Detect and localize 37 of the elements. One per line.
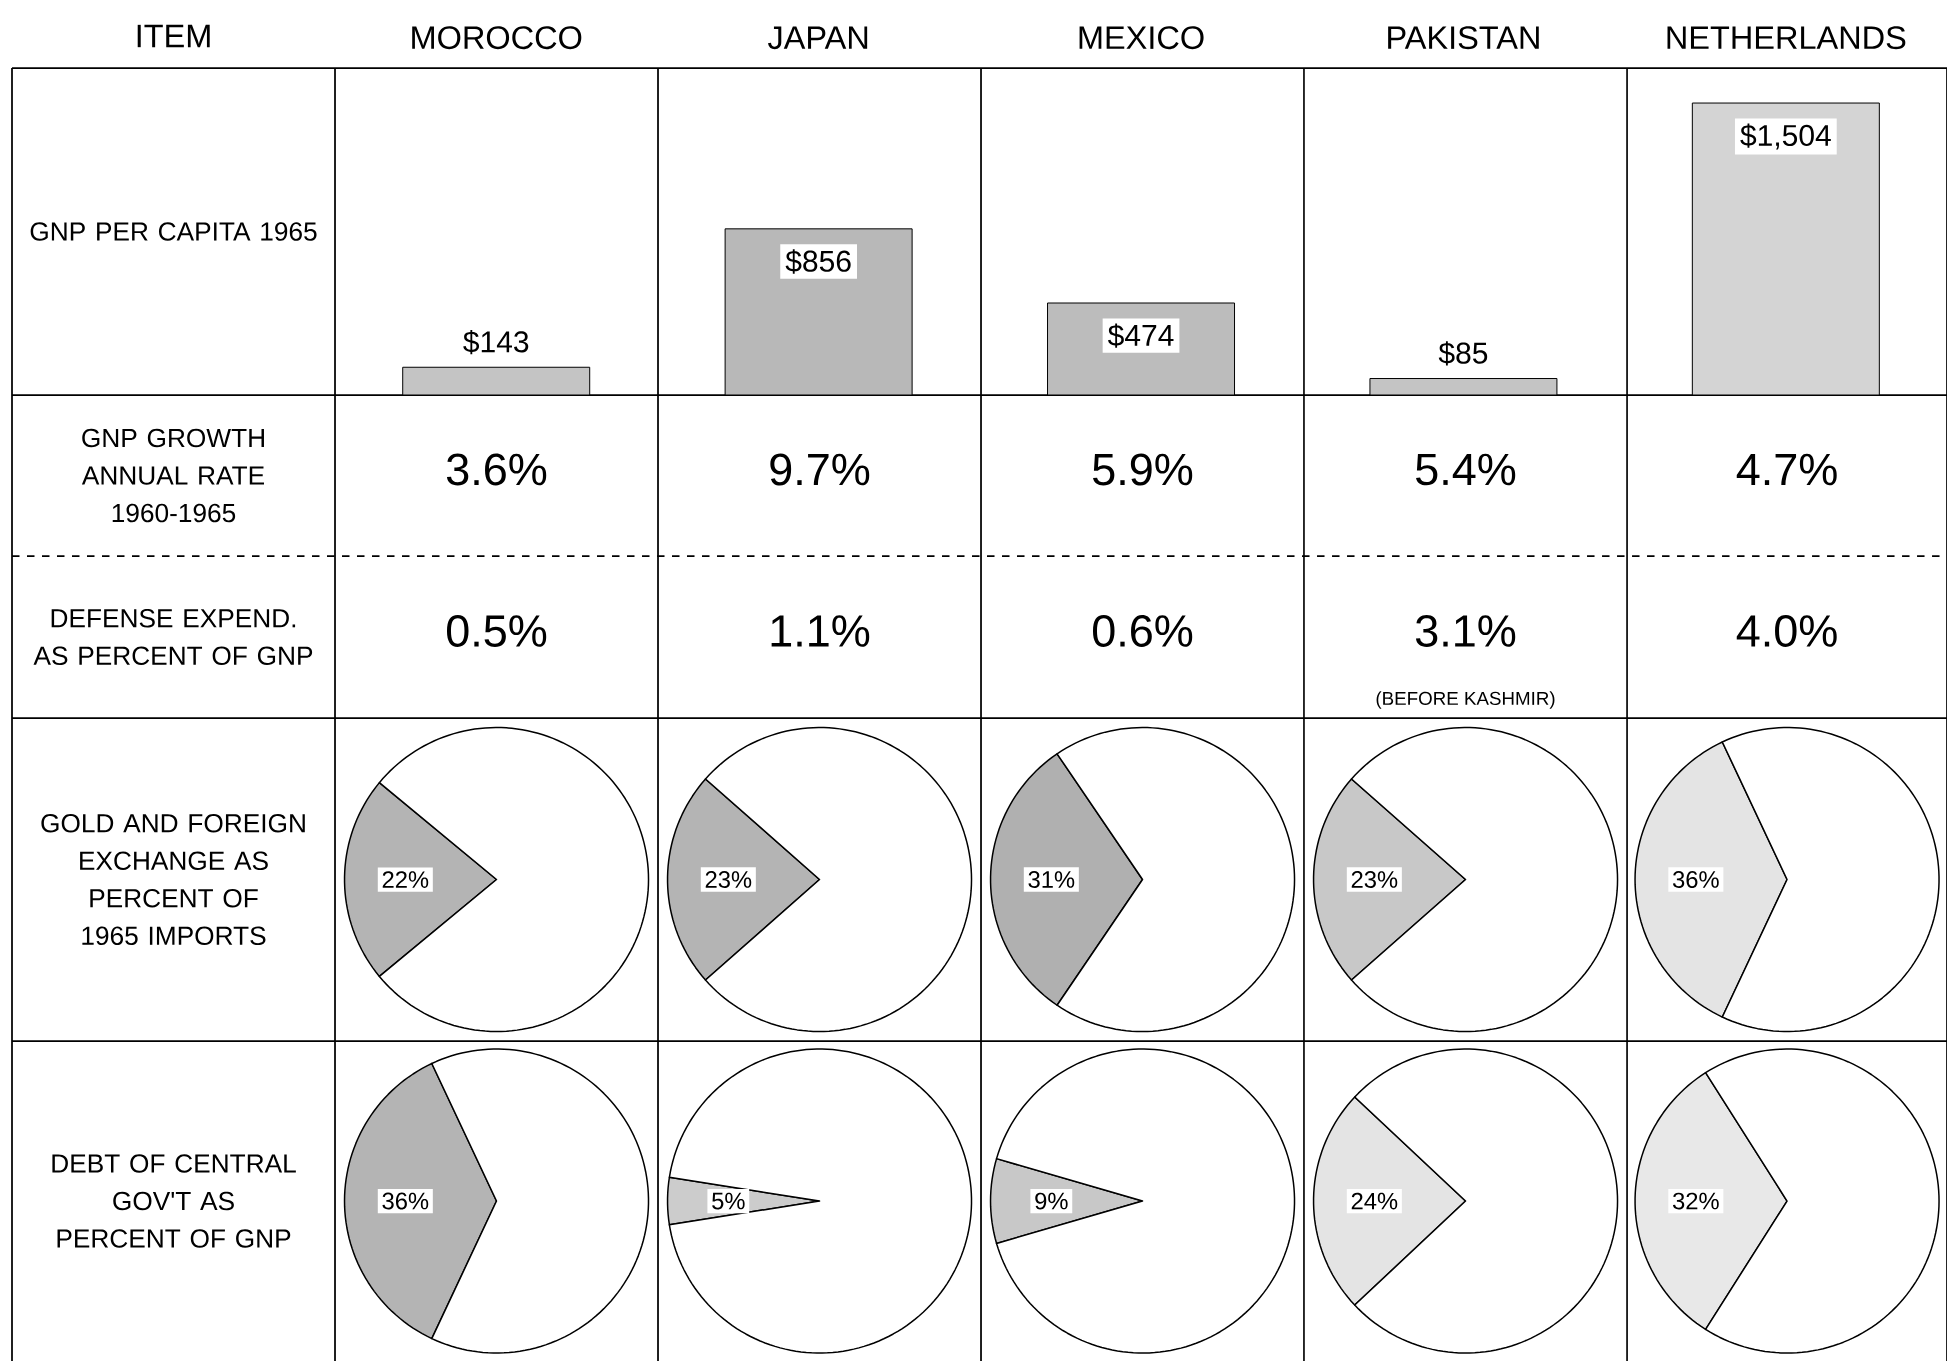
text: 3.6% [446,453,547,486]
data-label: $856 [785,249,851,274]
data-label: $1,504 [1740,123,1831,150]
data-label: $143 [463,329,529,355]
x-tick-label: JAPAN [767,26,868,50]
data-label: 36% [382,1192,429,1210]
data-label: 32% [1672,1192,1719,1210]
data-label: $85 [1438,341,1488,366]
text: (BEFORE KASHMIR) [1376,691,1555,709]
text: DEFENSE EXPEND. AS PERCENT OF GNP [33,608,313,666]
text: 3.1% [1415,615,1516,647]
data-label: 22% [382,871,429,888]
data-label: 9% [1035,1192,1068,1210]
text: GOLD AND FOREIGN EXCHANGE AS PERCENT OF 1965 IMPORTS [41,813,305,946]
text: 5.4% [1416,453,1516,486]
text: GNP PER CAPITA 1965 [30,222,317,241]
data-label: 23% [1351,871,1398,888]
text: 5.9% [1093,453,1193,486]
text: 4.0% [1736,615,1837,647]
text: 0.6% [1092,615,1193,647]
text: 9.7% [770,453,870,486]
data-label: 23% [705,871,752,888]
text: GNP GROWTH ANNUAL RATE 1960-1965 [81,428,264,523]
x-tick-label: PAKISTAN [1388,26,1539,50]
text: ITEM [137,24,210,48]
x-tick-label: MOROCCO [412,26,582,50]
data-label: 36% [1672,871,1719,888]
text: DEBT OF CENTRAL GOV'T AS PERCENT OF GNP [52,1154,296,1248]
data-label: 31% [1028,871,1075,888]
x-tick-label: NETHERLANDS [1667,26,1906,50]
text: 1.1% [771,615,870,647]
data-label: 5% [712,1192,745,1210]
x-tick-label: MEXICO [1079,26,1204,50]
text: 0.5% [446,615,547,647]
data-label: $474 [1107,323,1174,348]
text: 4.7% [1736,453,1837,486]
data-label: 24% [1351,1192,1398,1210]
